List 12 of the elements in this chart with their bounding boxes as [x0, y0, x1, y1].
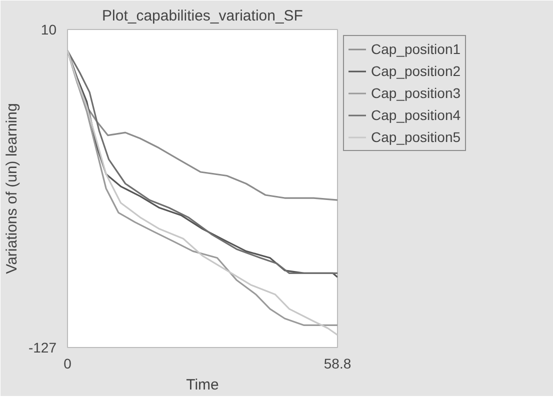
legend-label: Cap_position3 — [371, 85, 461, 101]
legend-label: Cap_position2 — [371, 63, 461, 79]
y-axis-title: Variations of (un) learning — [3, 103, 20, 274]
legend-label: Cap_position5 — [371, 129, 461, 145]
chart-title: Plot_capabilities_variation_SF — [102, 8, 303, 24]
x-axis-title: Time — [186, 376, 219, 394]
y-tick-label: -127 — [28, 340, 57, 356]
legend-label: Cap_position4 — [371, 107, 461, 123]
x-tick-label: 0 — [64, 356, 72, 372]
legend-label: Cap_position1 — [371, 41, 461, 57]
y-tick-label: 10 — [40, 22, 57, 38]
x-tick-label: 58.8 — [324, 356, 352, 372]
